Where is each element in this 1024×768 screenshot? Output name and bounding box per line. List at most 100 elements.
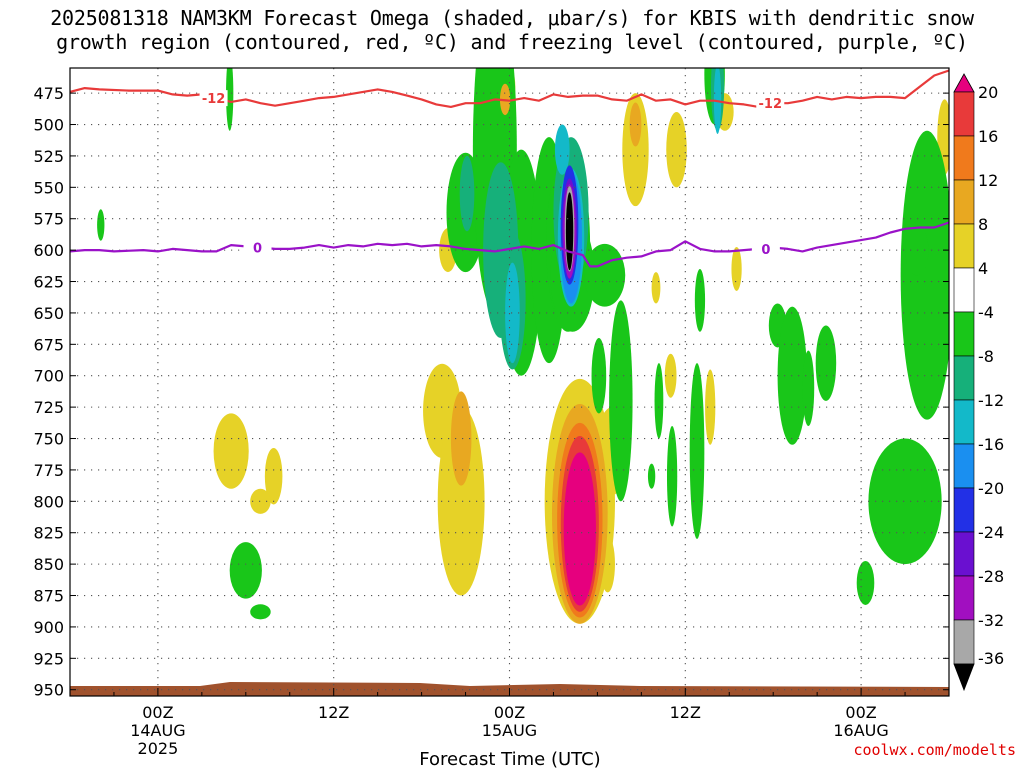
colorbar-label: -32 (978, 611, 1004, 630)
y-tick-label: 600 (33, 241, 64, 260)
omega-region sinking (437, 407, 485, 596)
contour-label-bg (756, 95, 785, 112)
omega-region rising (591, 338, 607, 414)
colorbar-bin (953, 179, 975, 225)
omega-region sinking (622, 93, 649, 207)
y-tick-label: 675 (33, 335, 64, 354)
contour-line-0 (70, 221, 949, 268)
colorbar-bin (953, 311, 975, 357)
y-tick-label: 575 (33, 210, 64, 229)
colorbar-label: -8 (978, 347, 994, 366)
omega-region rising (868, 438, 942, 565)
y-tick-label: 700 (33, 367, 64, 386)
omega-region rising (905, 225, 929, 276)
omega-region sinking (666, 111, 687, 188)
colorbar-bin (953, 487, 975, 533)
colorbar-label: -4 (978, 303, 994, 322)
colorbar-top-arrow (953, 73, 975, 93)
site-credit: coolwx.com/modelts (853, 741, 1016, 759)
omega-region sinking (264, 447, 283, 505)
colorbar-bin (953, 267, 975, 313)
y-axis-pressure-ticks: 475 500 525 550 575 600 625 650 675 700 725 750 775 8… (33, 84, 949, 700)
contour-label-bg (199, 90, 228, 107)
y-tick-label: 550 (33, 178, 64, 197)
colorbar-label: -28 (978, 567, 1004, 586)
omega-region rising (250, 604, 271, 620)
y-tick-label: 850 (33, 555, 64, 574)
omega-region sinking (664, 353, 677, 398)
contour-label-0: 0 (761, 243, 770, 258)
x-tick-label: 12Z (670, 703, 701, 722)
omega-region rising (565, 192, 574, 271)
omega-region sinking (250, 488, 271, 514)
y-tick-label: 525 (33, 147, 64, 166)
omega-region sinking (731, 246, 742, 291)
omega-region rising (900, 130, 949, 420)
y-tick-label: 475 (33, 84, 64, 103)
omega-region rising (802, 350, 815, 426)
omega-region rising (459, 155, 475, 232)
y-tick-label: 500 (33, 116, 64, 135)
colorbar-bin (953, 135, 975, 181)
omega-region rising (694, 268, 706, 332)
colorbar-label: -20 (978, 479, 1004, 498)
omega-region rising (647, 463, 656, 489)
y-tick-label: 950 (33, 681, 64, 700)
y-tick-label: 825 (33, 524, 64, 543)
omega-region rising (505, 262, 520, 364)
omega-colorbar: 20 16 12 8 4 -4 -8 -12 -16 -20 -24 -28 -32 -36 (953, 73, 1004, 692)
temperature-contours: -12 -12 0 0 (70, 69, 949, 268)
omega-region sinking (629, 102, 642, 147)
contour-label-bg (243, 239, 272, 256)
omega-region sinking (651, 272, 661, 304)
colorbar-label: 8 (978, 215, 988, 234)
omega-region rising (584, 243, 626, 307)
omega-region sinking (563, 452, 596, 606)
colorbar-label: -16 (978, 435, 1004, 454)
chart-title-line-1: 2025081318 NAM3KM Forecast Omega (shaded… (50, 6, 974, 30)
omega-region rising (97, 209, 105, 241)
omega-region rising (777, 306, 807, 445)
colorbar-label: 12 (978, 171, 998, 190)
colorbar-bin (953, 619, 975, 665)
colorbar-bin (953, 223, 975, 269)
colorbar-bin (953, 443, 975, 489)
y-tick-label: 775 (33, 461, 64, 480)
y-tick-label: 750 (33, 430, 64, 449)
colorbar-bin (953, 91, 975, 137)
x-tick-date-label: 14AUG (130, 721, 185, 740)
contour-label-bg (751, 240, 780, 257)
omega-region rising (689, 363, 705, 539)
x-tick-date-label: 16AUG (833, 721, 888, 740)
omega-region rising (229, 542, 262, 599)
colorbar-label: 20 (978, 83, 998, 102)
colorbar-bottom-arrow (953, 663, 975, 692)
colorbar-bin (953, 399, 975, 445)
y-tick-label: 650 (33, 304, 64, 323)
omega-region rising (226, 68, 234, 131)
x-axis-title: Forecast Time (UTC) (419, 749, 600, 768)
y-tick-label: 725 (33, 398, 64, 417)
omega-region rising (654, 363, 664, 439)
omega-region sinking (213, 413, 249, 489)
omega-region sinking (705, 369, 716, 445)
contour-label--12: -12 (202, 92, 226, 107)
contour-label--12: -12 (759, 97, 783, 112)
colorbar-label: 16 (978, 127, 998, 146)
x-tick-label: 00Z (142, 703, 173, 722)
x-tick-label: 00Z (494, 703, 525, 722)
colorbar-label: 4 (978, 259, 988, 278)
x-tick-date-label: 15AUG (482, 721, 537, 740)
x-tick-date-label: 2025 (138, 739, 179, 758)
omega-region rising (815, 325, 837, 401)
chart-title-line-2: growth region (contoured, red, ºC) and f… (56, 30, 968, 54)
x-tick-label: 00Z (845, 703, 876, 722)
omega-region sinking (450, 391, 472, 486)
colorbar-bin (953, 531, 975, 577)
colorbar-label: -24 (978, 523, 1004, 542)
omega-region rising (713, 68, 722, 134)
chart-title: 2025081318 NAM3KM Forecast Omega (shaded… (0, 6, 1024, 54)
y-tick-label: 875 (33, 587, 64, 606)
